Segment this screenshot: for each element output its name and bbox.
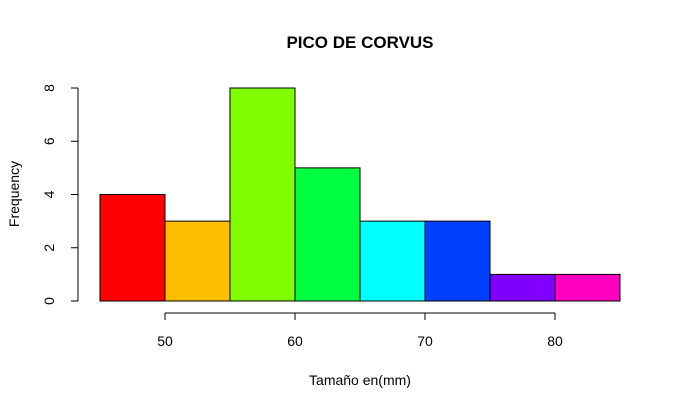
y-axis-label: Frequency — [6, 161, 22, 227]
histogram-bar-60-65 — [294, 167, 361, 302]
y-tick-label: 0 — [41, 297, 57, 305]
x-tick-label: 50 — [157, 333, 173, 349]
y-tick-label: 4 — [41, 190, 57, 198]
y-tick-label: 8 — [41, 84, 57, 92]
x-tick-label: 80 — [547, 333, 563, 349]
x-tick-label: 70 — [417, 333, 433, 349]
histogram-bar-75-80 — [489, 273, 556, 302]
y-tick-label: 6 — [41, 137, 57, 145]
histogram-bar-45-50 — [99, 194, 166, 302]
histogram-bar-55-60 — [229, 87, 296, 302]
chart-title: PICO DE CORVUS — [286, 33, 433, 52]
histogram-bar-70-75 — [424, 220, 491, 302]
y-tick-label: 2 — [41, 244, 57, 252]
histogram-bar-80-85 — [554, 273, 621, 302]
y-axis: 0 2 4 6 8 — [41, 84, 79, 305]
histogram-bar-65-70 — [359, 220, 426, 302]
x-axis: 50 60 70 80 — [157, 312, 563, 349]
histogram-bar-50-55 — [164, 220, 231, 302]
bars-group — [99, 87, 621, 302]
x-axis-label: Tamaño en(mm) — [309, 372, 411, 388]
x-tick-label: 60 — [287, 333, 303, 349]
